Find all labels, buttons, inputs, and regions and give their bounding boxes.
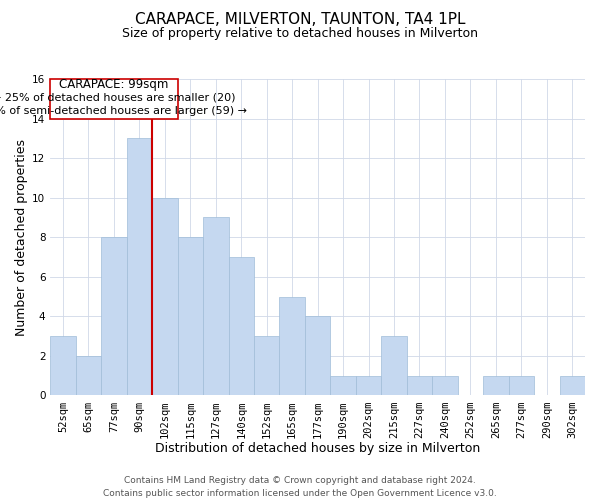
Bar [356, 376, 381, 396]
Text: CARAPACE: 99sqm: CARAPACE: 99sqm [59, 78, 169, 92]
Bar [509, 376, 534, 396]
Bar [331, 376, 356, 396]
Bar [76, 356, 101, 396]
Bar [381, 336, 407, 396]
Bar [280, 296, 305, 396]
Bar [229, 257, 254, 396]
Bar [101, 237, 127, 396]
Bar [203, 218, 229, 396]
Bar [178, 237, 203, 396]
Text: Size of property relative to detached houses in Milverton: Size of property relative to detached ho… [122, 28, 478, 40]
Text: 74% of semi-detached houses are larger (59) →: 74% of semi-detached houses are larger (… [0, 106, 247, 117]
Text: CARAPACE, MILVERTON, TAUNTON, TA4 1PL: CARAPACE, MILVERTON, TAUNTON, TA4 1PL [135, 12, 465, 28]
Bar [432, 376, 458, 396]
Bar [127, 138, 152, 396]
Bar [560, 376, 585, 396]
Text: ← 25% of detached houses are smaller (20): ← 25% of detached houses are smaller (20… [0, 93, 236, 103]
Bar [305, 316, 331, 396]
Bar [483, 376, 509, 396]
Y-axis label: Number of detached properties: Number of detached properties [15, 138, 28, 336]
Bar [407, 376, 432, 396]
Bar [254, 336, 280, 396]
Text: Contains HM Land Registry data © Crown copyright and database right 2024.
Contai: Contains HM Land Registry data © Crown c… [103, 476, 497, 498]
Bar [152, 198, 178, 396]
X-axis label: Distribution of detached houses by size in Milverton: Distribution of detached houses by size … [155, 442, 480, 455]
Bar [50, 336, 76, 396]
